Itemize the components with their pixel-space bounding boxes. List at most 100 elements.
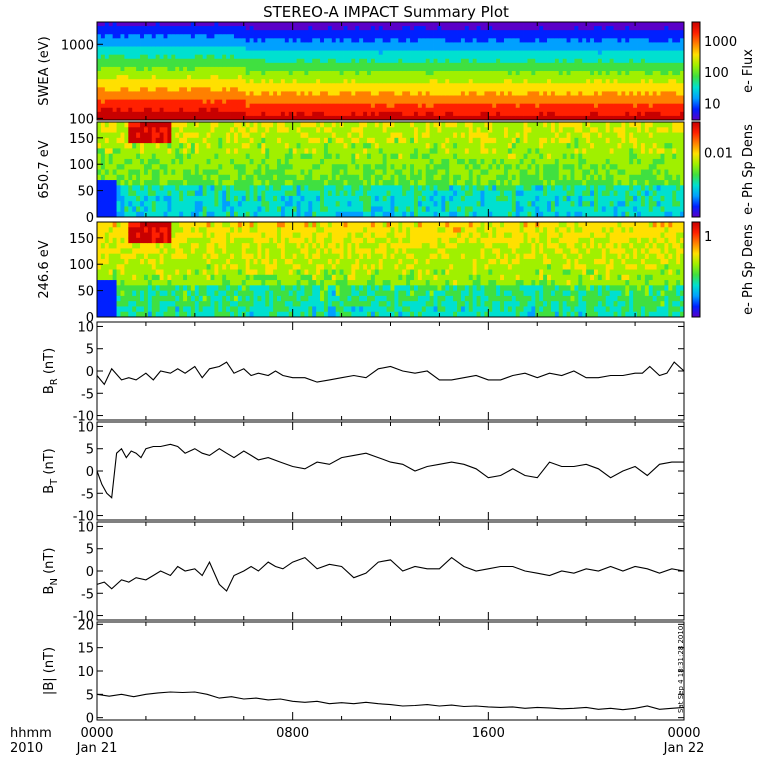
heatmap-cell xyxy=(308,169,313,176)
heatmap-cell xyxy=(398,58,403,64)
heatmap-cell xyxy=(214,66,219,72)
heatmap-cell xyxy=(547,46,552,51)
heatmap-cell xyxy=(292,148,297,155)
heatmap-cell xyxy=(280,127,286,133)
heatmap-cell xyxy=(226,30,231,35)
heatmap-cell xyxy=(316,180,321,186)
heatmap-cell xyxy=(347,158,352,165)
heatmap-cell xyxy=(265,30,270,35)
heatmap-cell xyxy=(300,66,305,72)
heatmap-cell xyxy=(496,34,501,39)
heatmap-cell xyxy=(120,58,125,64)
heatmap-cell xyxy=(261,122,266,128)
heatmap-cell xyxy=(140,38,145,43)
heatmap-cell xyxy=(601,34,607,39)
heatmap-cell xyxy=(327,42,333,47)
heatmap-cell xyxy=(331,66,337,72)
heatmap-cell xyxy=(351,127,356,133)
heatmap-cell xyxy=(284,26,290,31)
heatmap-cell xyxy=(644,34,650,39)
heatmap-cell xyxy=(562,75,567,80)
heatmap-cell xyxy=(316,132,321,139)
heatmap-cell xyxy=(100,122,106,128)
heatmap-cell xyxy=(194,38,200,43)
heatmap-cell xyxy=(453,79,458,84)
heatmap-cell xyxy=(97,180,102,186)
heatmap-cell xyxy=(308,148,313,155)
heatmap-cell xyxy=(241,50,247,56)
heatmap-cell xyxy=(672,54,677,60)
heatmap-cell xyxy=(359,50,364,56)
heatmap-cell xyxy=(308,132,313,139)
heatmap-cell xyxy=(151,54,157,60)
heatmap-cell xyxy=(312,58,317,64)
heatmap-cell xyxy=(335,42,341,47)
heatmap-cell xyxy=(554,22,560,27)
heatmap-cell xyxy=(480,71,485,76)
heatmap-cell xyxy=(218,22,223,27)
heatmap-cell xyxy=(175,148,180,155)
heatmap-cell xyxy=(253,62,258,68)
heatmap-cell xyxy=(652,62,657,68)
heatmap-cell xyxy=(566,111,571,117)
heatmap-cell xyxy=(132,190,137,197)
heatmap-cell xyxy=(605,111,611,117)
heatmap-cell xyxy=(386,50,391,56)
heatmap-cell xyxy=(288,22,294,27)
heatmap-cell xyxy=(245,174,251,181)
heatmap-cell xyxy=(390,87,395,92)
heatmap-cell xyxy=(308,66,313,72)
heatmap-cell xyxy=(363,132,368,139)
heatmap-cell xyxy=(374,62,380,68)
heatmap-cell xyxy=(304,180,309,186)
heatmap-cell xyxy=(300,62,305,68)
heatmap-cell xyxy=(613,26,618,31)
heatmap-cell xyxy=(472,62,477,68)
heatmap-cell xyxy=(241,99,247,105)
heatmap-cell xyxy=(394,91,399,96)
heatmap-cell xyxy=(593,54,599,60)
heatmap-cell xyxy=(222,127,227,133)
heatmap-cell xyxy=(112,127,117,133)
heatmap-cell xyxy=(253,83,258,88)
heatmap-cell xyxy=(460,83,466,88)
heatmap-cell xyxy=(398,54,403,60)
heatmap-cell xyxy=(331,91,337,96)
heatmap-cell xyxy=(143,127,149,133)
heatmap-cell xyxy=(300,190,305,197)
heatmap-cell xyxy=(652,111,657,117)
heatmap-cell xyxy=(668,62,673,68)
heatmap-cell xyxy=(179,190,184,197)
heatmap-cell xyxy=(116,153,121,160)
heatmap-cell xyxy=(367,137,372,144)
heatmap-cell xyxy=(171,83,176,88)
heatmap-cell xyxy=(363,107,368,113)
heatmap-cell xyxy=(480,42,485,47)
heatmap-cell xyxy=(222,42,227,47)
heatmap-cell xyxy=(120,95,125,100)
heatmap-cell xyxy=(370,190,376,197)
heatmap-cell xyxy=(652,107,657,113)
heatmap-cell xyxy=(241,58,247,64)
heatmap-cell xyxy=(402,22,407,27)
heatmap-cell xyxy=(367,95,372,100)
heatmap-cell xyxy=(288,195,294,202)
heatmap-cell xyxy=(151,115,157,121)
heatmap-cell xyxy=(300,75,305,80)
heatmap-cell xyxy=(136,153,141,160)
heatmap-cell xyxy=(194,62,200,68)
heatmap-cell xyxy=(550,62,556,68)
heatmap-cell xyxy=(284,103,290,109)
heatmap-cell xyxy=(347,54,352,60)
heatmap-cell xyxy=(273,71,278,76)
heatmap-cell xyxy=(214,103,219,109)
heatmap-cell xyxy=(261,71,266,76)
heatmap-cell xyxy=(644,42,650,47)
heatmap-cell xyxy=(120,107,125,113)
heatmap-cell xyxy=(453,50,458,56)
heatmap-cell xyxy=(214,137,219,144)
heatmap-cell xyxy=(335,22,341,27)
heatmap-cell xyxy=(277,211,282,218)
heatmap-cell xyxy=(633,50,638,56)
heatmap-cell xyxy=(363,42,368,47)
